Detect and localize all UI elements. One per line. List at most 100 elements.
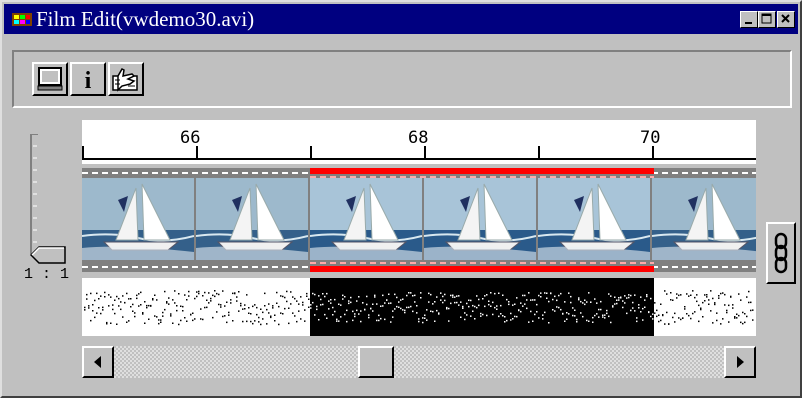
waveform-sample <box>260 308 262 310</box>
waveform-sample <box>194 297 196 300</box>
zoom-slider-thumb[interactable] <box>30 246 66 264</box>
waveform-sample <box>472 304 474 307</box>
waveform-sample <box>618 299 620 301</box>
timeline-ruler[interactable]: 66 68 70 <box>82 120 756 164</box>
waveform-sample <box>316 308 318 311</box>
waveform-sample <box>496 305 498 307</box>
waveform-sample <box>548 322 550 324</box>
waveform-sample <box>158 319 160 321</box>
waveform-sample <box>442 301 444 304</box>
waveform-sample <box>364 309 366 311</box>
waveform-sample <box>390 302 392 304</box>
waveform-sample <box>630 294 632 297</box>
horizontal-scrollbar[interactable] <box>82 346 756 378</box>
waveform-sample <box>678 294 680 297</box>
waveform-sample <box>660 319 662 322</box>
waveform-sample <box>228 311 230 314</box>
waveform-sample <box>654 312 656 314</box>
waveform-sample <box>394 308 396 310</box>
waveform-sample <box>108 294 110 296</box>
audio-waveform-track[interactable] <box>82 278 756 336</box>
waveform-sample <box>486 314 488 317</box>
waveform-sample <box>736 313 738 315</box>
waveform-sample <box>144 322 146 324</box>
waveform-sample <box>720 323 722 325</box>
waveform-sample <box>442 295 444 298</box>
waveform-sample <box>572 314 574 317</box>
video-filmstrip[interactable] <box>82 168 756 272</box>
video-frame[interactable] <box>309 178 423 260</box>
waveform-sample <box>424 317 426 319</box>
waveform-sample <box>332 306 334 309</box>
waveform-sample <box>448 307 450 310</box>
waveform-sample <box>280 295 282 297</box>
zoom-slider-track[interactable] <box>30 134 38 254</box>
waveform-sample <box>454 296 456 298</box>
waveform-sample <box>574 315 576 317</box>
video-frame[interactable] <box>651 178 756 260</box>
waveform-sample <box>198 292 200 295</box>
close-button[interactable] <box>777 11 795 28</box>
waveform-sample <box>328 300 330 302</box>
waveform-sample <box>126 292 128 295</box>
waveform-sample <box>380 305 382 307</box>
maximize-button[interactable] <box>758 11 776 28</box>
waveform-sample <box>216 292 218 295</box>
waveform-sample <box>102 306 104 309</box>
monitor-button[interactable] <box>32 62 68 96</box>
waveform-sample <box>232 292 234 295</box>
waveform-sample <box>472 310 474 312</box>
waveform-sample <box>400 307 402 310</box>
waveform-sample <box>96 292 98 295</box>
video-frame[interactable] <box>537 178 651 260</box>
waveform-sample <box>352 319 354 322</box>
waveform-sample <box>250 320 252 323</box>
hand-button[interactable] <box>108 62 144 96</box>
waveform-sample <box>302 304 304 306</box>
waveform-sample <box>180 319 182 322</box>
waveform-sample <box>326 292 328 295</box>
waveform-sample <box>164 308 166 311</box>
waveform-sample <box>700 308 702 311</box>
waveform-sample <box>134 312 136 314</box>
video-frame[interactable] <box>423 178 537 260</box>
waveform-sample <box>570 295 572 298</box>
scroll-thumb[interactable] <box>358 346 394 378</box>
waveform-sample <box>664 323 666 325</box>
waveform-sample <box>250 313 252 315</box>
waveform-sample <box>752 319 754 321</box>
waveform-sample <box>222 315 224 318</box>
link-button[interactable] <box>766 222 796 284</box>
scroll-left-button[interactable] <box>82 346 114 378</box>
video-frame[interactable] <box>82 178 195 260</box>
waveform-sample <box>734 317 736 319</box>
waveform-sample <box>596 302 598 304</box>
title-bar[interactable]: Film Edit(vwdemo30.avi) <box>4 4 798 34</box>
waveform-sample <box>544 311 546 314</box>
waveform-sample <box>202 318 204 321</box>
waveform-sample <box>558 306 560 309</box>
waveform-sample <box>290 303 292 305</box>
waveform-sample <box>474 305 476 308</box>
waveform-sample <box>398 301 400 303</box>
minimize-button[interactable] <box>740 11 758 28</box>
waveform-sample <box>194 318 196 320</box>
waveform-sample <box>248 312 250 314</box>
toolbar: i <box>12 50 792 108</box>
waveform-sample <box>100 295 102 297</box>
scroll-right-button[interactable] <box>724 346 756 378</box>
waveform-sample <box>402 309 404 311</box>
waveform-sample <box>276 302 278 304</box>
waveform-sample <box>216 311 218 313</box>
waveform-sample <box>160 321 162 323</box>
waveform-sample <box>716 319 718 322</box>
waveform-sample <box>196 295 198 298</box>
waveform-sample <box>176 305 178 307</box>
waveform-sample <box>346 320 348 323</box>
video-frame[interactable] <box>195 178 309 260</box>
info-button[interactable]: i <box>70 62 106 96</box>
waveform-sample <box>522 294 524 297</box>
waveform-sample <box>598 308 600 311</box>
waveform-sample <box>490 292 492 294</box>
waveform-sample <box>330 302 332 304</box>
